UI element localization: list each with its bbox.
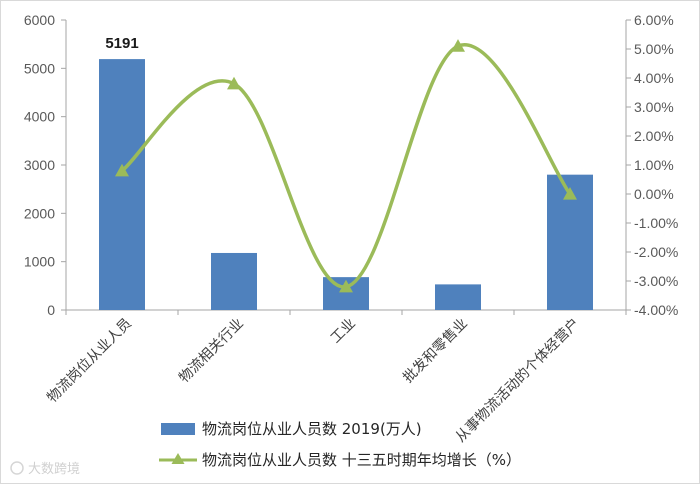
category-label: 批发和零售业 [400,316,471,387]
legend-label-line: 物流岗位从业人员数 十三五时期年均增长（%） [202,451,521,469]
bar [435,284,481,310]
category-label: 物流岗位从业人员 [44,316,135,407]
right-tick-label: 1.00% [634,157,674,173]
left-tick-label: 1000 [24,254,55,270]
right-tick-label: 5.00% [634,41,674,57]
right-tick-label: 6.00% [634,12,674,28]
category-label: 工业 [328,316,359,347]
left-tick-label: 5000 [24,60,55,76]
left-tick-label: 4000 [24,109,55,125]
category-label: 物流相关行业 [176,316,247,387]
line-marker [227,76,241,90]
legend-swatch-bar [161,423,195,435]
line-series [115,39,577,293]
right-tick-label: 3.00% [634,99,674,115]
line-marker [451,39,465,52]
left-tick-label: 0 [47,302,55,318]
right-tick-label: 4.00% [634,70,674,86]
bar-data-label: 5191 [105,35,138,52]
left-tick-label: 2000 [24,205,55,221]
bar [211,252,257,310]
line-marker [339,279,353,293]
bar-series [99,59,593,310]
bar [99,59,145,310]
right-tick-label: -1.00% [634,215,678,231]
right-tick-label: 0.00% [634,186,674,202]
category-label: 从事物流活动的个体经营户 [452,315,583,446]
left-tick-label: 3000 [24,157,55,173]
legend: 物流岗位从业人员数 2019(万人) 物流岗位从业人员数 十三五时期年均增长（%… [159,420,521,469]
right-tick-label: -3.00% [634,273,678,289]
axes [61,19,631,315]
right-tick-label: -4.00% [634,302,678,318]
legend-label-bar: 物流岗位从业人员数 2019(万人) [202,420,422,438]
watermark-text: 大数跨境 [28,462,80,477]
watermark-logo: 大数跨境 [10,461,80,477]
growth-line [120,43,572,289]
line-marker [115,163,129,177]
right-tick-label: -2.00% [634,244,678,260]
left-tick-label: 6000 [24,12,55,28]
line-marker [563,187,577,200]
legend-swatch-marker [171,453,185,464]
right-tick-label: 2.00% [634,128,674,144]
